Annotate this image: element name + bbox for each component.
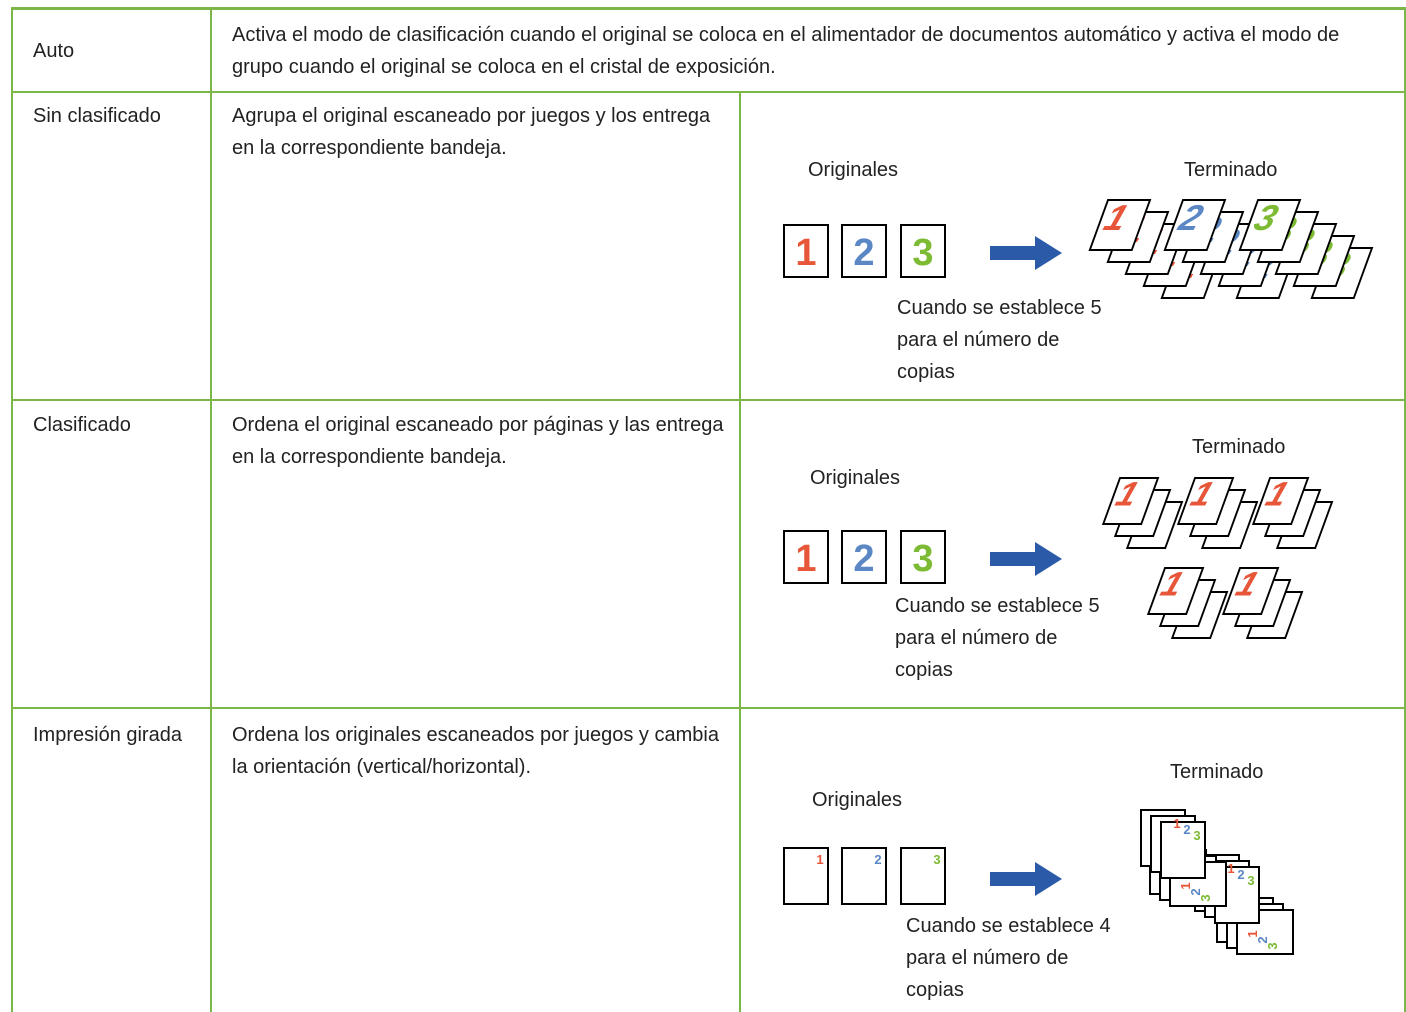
original-page: [841, 224, 887, 278]
row-description: Activa el modo de clasificación cuando e…: [232, 24, 1340, 78]
page-number: 3: [1193, 828, 1200, 843]
row-label: Sin clasificado: [33, 105, 161, 127]
page-number: 2: [1188, 888, 1203, 895]
note: Cuando se establece 5 para el número de …: [897, 297, 1102, 383]
original-page: [841, 530, 887, 584]
finished-label: Terminado: [1184, 159, 1278, 181]
page-number: 1: [816, 852, 823, 867]
note: Cuando se establece 4 para el número de …: [906, 915, 1111, 1001]
page-number: 3: [912, 232, 933, 274]
page-sheet: [1251, 477, 1310, 525]
row-description: Ordena el original escaneado por páginas…: [232, 414, 724, 468]
arrow: [990, 542, 1062, 576]
output-page: [1160, 821, 1206, 879]
note: Cuando se establece 5 para el número de …: [895, 595, 1100, 681]
border: [11, 91, 1406, 93]
border: [1404, 7, 1406, 1012]
output-page: 1: [1101, 476, 1160, 525]
border: [210, 7, 212, 1012]
page-number: 1: [795, 232, 816, 274]
originals-label: Originales: [808, 159, 899, 181]
border: [11, 7, 1406, 10]
page-sheet: [1146, 567, 1205, 615]
original-page: [783, 847, 829, 905]
page-number: 3: [1265, 942, 1280, 949]
original-page: [900, 530, 946, 584]
row-description: Agrupa el original escaneado por juegos …: [232, 105, 711, 159]
row-label: Clasificado: [33, 414, 131, 436]
page-number: 1: [795, 538, 816, 580]
page-sheet: [1221, 567, 1280, 615]
output-page: 2: [1163, 197, 1227, 251]
page-number: 3: [912, 538, 933, 580]
page-number: 2: [1237, 867, 1244, 882]
page-number: 2: [853, 538, 874, 580]
row-label: Impresión girada: [33, 724, 182, 746]
border: [739, 92, 741, 1012]
page-sheet: [1101, 477, 1160, 525]
original-page: [841, 847, 887, 905]
original-page: [900, 847, 946, 905]
original-page: [900, 224, 946, 278]
original-page: [783, 530, 829, 584]
border: [11, 707, 1406, 709]
row-description: Ordena los originales escaneados por jue…: [232, 724, 719, 778]
page-number: 1: [1245, 930, 1260, 937]
output-page: 1: [1146, 566, 1205, 615]
page-sheet: [1176, 477, 1235, 525]
border: [11, 7, 13, 1012]
page-number: 2: [1255, 936, 1270, 943]
page-number: 1: [1173, 816, 1180, 831]
page-number: 1: [1227, 861, 1234, 876]
page-number: 1: [1178, 882, 1193, 889]
page-number: 3: [1198, 894, 1213, 901]
page-number: 2: [874, 852, 881, 867]
page-sheet: [1163, 199, 1227, 251]
arrow: [990, 862, 1062, 896]
page-number: 2: [1183, 822, 1190, 837]
page-number: 2: [853, 232, 874, 274]
row-label: Auto: [33, 40, 75, 62]
page-sheet: [1088, 199, 1152, 251]
output-page: 1: [1221, 566, 1280, 615]
page-sheet: [1238, 199, 1302, 251]
arrow: [990, 236, 1062, 270]
output-page: 1: [1088, 197, 1152, 251]
border: [11, 399, 1406, 401]
originals-label: Originales: [812, 789, 903, 811]
page-number: 3: [933, 852, 940, 867]
finished-label: Terminado: [1192, 436, 1286, 458]
page-number: 3: [1247, 873, 1254, 888]
original-page: [783, 224, 829, 278]
originals-label: Originales: [810, 467, 901, 489]
finished-label: Terminado: [1170, 761, 1264, 783]
